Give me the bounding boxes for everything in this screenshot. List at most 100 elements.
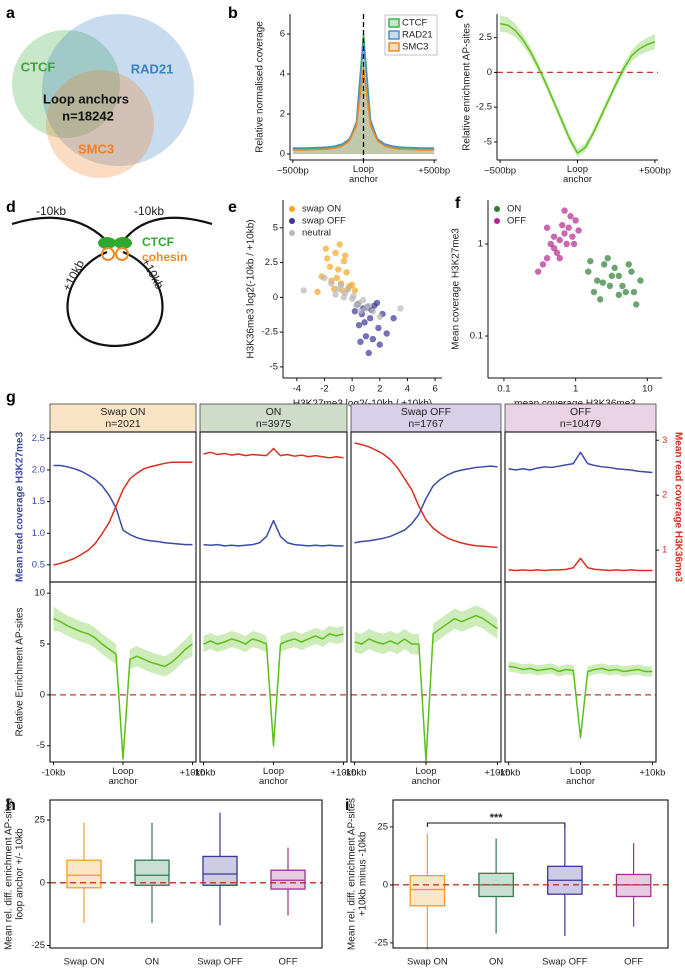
point — [335, 266, 342, 273]
line — [292, 67, 435, 151]
venn-center-sublabel: n=18242 — [62, 108, 114, 123]
x-tick-label: Swap ON — [407, 957, 448, 968]
panel-title: Swap ON — [101, 406, 146, 418]
y-axis-label: Mean read coverage H3K27me3 — [15, 432, 26, 583]
panel-label: f — [455, 195, 461, 212]
legend-label: SMC3 — [402, 42, 428, 53]
point — [373, 299, 381, 307]
x-tick-label: ON — [489, 957, 503, 968]
y-tick-label: -5 — [484, 136, 492, 147]
y-tick-label: -5 — [37, 740, 45, 751]
y-tick-label: -5 — [270, 361, 278, 372]
x-tick-label: -10kb — [192, 768, 216, 779]
ctcf-protein — [98, 237, 116, 249]
panel-label: e — [228, 199, 237, 216]
point — [357, 308, 364, 315]
line — [53, 461, 193, 566]
point — [561, 207, 568, 214]
x-tick-label: +10kb — [484, 768, 510, 779]
y-tick-label: 1.5 — [32, 496, 45, 507]
y-tick-label: 4 — [280, 69, 285, 80]
panel-subtitle: n=10479 — [560, 418, 601, 430]
y-tick-label: 2 — [280, 109, 285, 120]
panel-label: g — [6, 389, 16, 406]
x-tick-label: -4 — [293, 384, 301, 395]
y-tick-label: -25 — [31, 940, 45, 951]
x-tick-label: 4 — [405, 384, 410, 395]
point — [628, 268, 635, 275]
y-tick-label: 1 — [478, 238, 483, 249]
point — [397, 305, 404, 312]
point — [539, 261, 547, 268]
point — [390, 315, 397, 322]
point — [633, 301, 640, 308]
point — [619, 282, 626, 290]
legend-label: CTCF — [402, 18, 428, 29]
diagram-label: -10kb — [134, 204, 164, 218]
box — [66, 859, 102, 889]
y-tick-label: 0.5 — [32, 559, 45, 570]
point — [362, 333, 370, 340]
point — [608, 272, 616, 280]
legend-label: ON — [507, 204, 521, 215]
point — [300, 287, 307, 294]
y-axis-label: Relative Enrichment AP-sites — [15, 608, 26, 737]
point — [353, 302, 360, 309]
diagram-label: CTCF — [142, 235, 174, 249]
point — [324, 255, 331, 262]
x-tick-label: +500bp — [639, 166, 671, 177]
x-tick-label: -10kb — [497, 768, 521, 779]
y-tick-label: 0 — [487, 67, 492, 78]
panel-label: a — [6, 5, 15, 22]
y-axis-label: Relative enrichment AP-sites — [462, 23, 473, 151]
point — [596, 296, 604, 303]
significance-bracket — [426, 822, 566, 827]
x-tick-label: Swap OFF — [197, 957, 243, 968]
ctcf-protein — [114, 237, 132, 249]
x-tick-label: 2 — [377, 384, 382, 395]
legend-label: RAD21 — [402, 30, 433, 41]
y2-tick-label: 1 — [662, 545, 667, 556]
point — [561, 230, 568, 237]
y2-axis-label: Mean read coverage H3K36me3 — [672, 432, 683, 583]
panel-header — [49, 403, 197, 433]
plot-frame — [350, 431, 502, 583]
y-axis-label: +10kb minus -10kb — [358, 831, 369, 916]
y-tick-label: 2.5 — [32, 433, 45, 444]
chromatin-loop — [66, 250, 164, 348]
line — [508, 451, 653, 474]
point — [615, 272, 623, 280]
venn-set — [12, 30, 120, 138]
legend-marker — [494, 206, 500, 212]
point — [361, 319, 368, 326]
point — [543, 254, 551, 262]
legend-marker — [388, 30, 400, 40]
chromatin-line — [123, 216, 213, 241]
x-tick-label: 1 — [573, 384, 578, 395]
y-tick-label: 2.5 — [265, 257, 278, 268]
y-axis-label: Relative normalised coverage — [255, 21, 266, 153]
legend-marker — [289, 206, 295, 212]
panel-header — [350, 403, 502, 433]
point — [637, 277, 644, 284]
legend-marker — [289, 230, 295, 236]
panel-label: c — [455, 5, 464, 22]
panel-label: h — [6, 797, 16, 814]
y-tick-label: 0 — [40, 877, 45, 888]
point — [556, 254, 563, 262]
point — [565, 224, 572, 231]
plot-frame — [49, 581, 197, 763]
legend-frame — [384, 14, 438, 56]
point — [604, 254, 611, 262]
diagram-label: cohesin — [142, 250, 187, 264]
significance-label: *** — [490, 812, 504, 824]
point — [365, 302, 372, 309]
point — [611, 264, 618, 272]
error-band — [500, 15, 655, 158]
point — [590, 288, 598, 296]
point — [359, 296, 367, 304]
point — [567, 213, 574, 220]
point — [332, 291, 339, 298]
box — [202, 855, 238, 886]
